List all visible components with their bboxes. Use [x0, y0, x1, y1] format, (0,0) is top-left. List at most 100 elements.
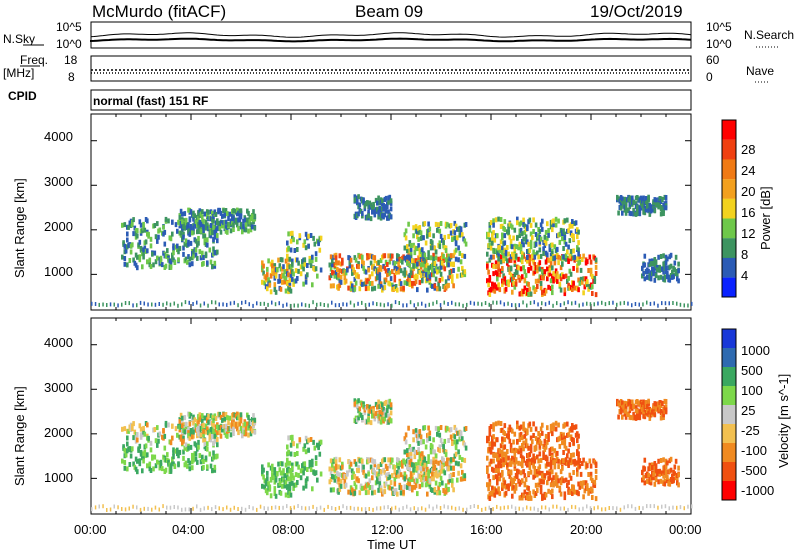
velocity-ground-scatter	[668, 506, 670, 511]
velocity-echo-cell	[372, 405, 375, 411]
power-echo-cell	[286, 280, 289, 286]
velocity-echo-cell	[364, 490, 368, 496]
power-echo-cell	[121, 254, 124, 260]
power-echo-cell	[136, 228, 139, 234]
power-echo-cell	[353, 277, 357, 282]
velocity-echo-cell	[589, 463, 593, 469]
velocity-echo-cell	[546, 480, 549, 486]
power-echo-cell	[538, 239, 542, 245]
power-echo-cell	[273, 282, 277, 288]
velocity-ground-scatter	[128, 506, 130, 511]
velocity-echo-cell	[142, 458, 145, 464]
power-echo-cell	[546, 252, 549, 258]
power-echo-cell	[266, 266, 269, 272]
power-echo-cell	[551, 250, 554, 256]
velocity-echo-cell	[394, 472, 398, 478]
velocity-echo-cell	[568, 442, 572, 448]
velocity-echo-cell	[226, 433, 229, 439]
power-echo-cell	[449, 230, 453, 236]
velocity-echo-cell	[361, 458, 364, 464]
velocity-echo-cell	[522, 469, 525, 475]
power-echo-cell	[389, 198, 393, 204]
power-ground-scatter	[196, 300, 198, 305]
power-echo-cell	[283, 269, 287, 275]
velocity-echo-cell	[501, 436, 504, 442]
power-echo-cell	[459, 226, 463, 232]
velocity-echo-cell	[632, 411, 635, 417]
velocity-echo-cell	[569, 434, 573, 440]
power-echo-cell	[666, 256, 669, 262]
velocity-echo-cell	[291, 462, 294, 468]
power-ground-scatter	[499, 300, 502, 305]
power-echo-cell	[253, 213, 257, 219]
power-echo-cell	[501, 245, 504, 251]
power-echo-cell	[547, 257, 550, 263]
velocity-echo-cell	[512, 439, 515, 445]
velocity-echo-cell	[329, 458, 333, 464]
power-ground-scatter	[522, 300, 524, 305]
power-echo-cell	[154, 259, 158, 265]
velocity-echo-cell	[569, 460, 573, 466]
power-echo-cell	[578, 254, 582, 260]
velocity-echo-cell	[302, 470, 305, 476]
velocity-ground-scatter	[488, 505, 490, 510]
power-echo-cell	[306, 272, 309, 278]
power-echo-cell	[224, 208, 228, 213]
velocity-echo-cell	[454, 451, 458, 457]
velocity-echo-cell	[521, 455, 524, 461]
power-echo-cell	[549, 224, 553, 230]
power-echo-cell	[232, 222, 235, 228]
velocity-echo-cell	[449, 465, 453, 471]
velocity-echo-cell	[221, 427, 224, 433]
vel-cb-minus500: -500	[741, 463, 768, 478]
freq-panel-frame	[90, 55, 692, 82]
power-echo-cell	[367, 209, 370, 215]
power-echo-cell	[517, 265, 520, 271]
power-ground-scatter	[372, 301, 374, 306]
velocity-echo-cell	[563, 422, 567, 428]
power-echo-cell	[519, 244, 523, 249]
velocity-echo-cell	[192, 414, 195, 420]
power-ground-scatter	[691, 301, 693, 306]
power-echo-cell	[572, 248, 575, 254]
power-echo-cell	[416, 234, 419, 240]
velocity-echo-cell	[231, 415, 234, 421]
power-echo-cell	[288, 256, 292, 262]
velocity-echo-cell	[577, 481, 580, 487]
power-ground-scatter	[233, 300, 235, 305]
power-echo-cell	[367, 285, 370, 291]
power-ground-scatter	[334, 303, 337, 308]
velocity-echo-cell	[457, 449, 460, 455]
velocity-echo-cell	[354, 484, 358, 490]
power-ground-scatter	[424, 303, 427, 308]
power-echo-cell	[488, 275, 492, 280]
velocity-colorbar-segment	[722, 386, 736, 406]
velocity-echo-cell	[204, 429, 208, 435]
velocity-echo-cell	[662, 457, 665, 463]
velocity-echo-cell	[587, 490, 590, 496]
velocity-echo-cell	[663, 478, 667, 484]
power-ground-scatter	[627, 301, 629, 306]
power-echo-cell	[521, 231, 524, 237]
power-echo-cell	[521, 254, 524, 260]
power-ground-scatter	[413, 303, 415, 308]
power-ground-scatter	[98, 302, 100, 307]
power-echo-cell	[182, 245, 185, 251]
power-echo-cell	[447, 282, 450, 288]
velocity-echo-cell	[528, 461, 532, 467]
velocity-echo-cell	[519, 431, 523, 437]
power-echo-cell	[417, 243, 420, 249]
power-echo-cell	[566, 217, 569, 223]
velocity-echo-cell	[438, 481, 442, 487]
power-echo-cell	[147, 231, 150, 237]
power-echo-cell	[236, 207, 239, 213]
velocity-echo-cell	[652, 404, 655, 410]
power-echo-cell	[528, 286, 532, 292]
velocity-echo-cell	[568, 457, 572, 463]
velocity-echo-cell	[376, 479, 379, 485]
velocity-echo-cell	[406, 464, 409, 470]
velocity-echo-cell	[508, 438, 512, 444]
velocity-echo-cell	[262, 474, 265, 480]
power-echo-cell	[449, 223, 453, 229]
velocity-ground-scatter	[428, 504, 430, 509]
